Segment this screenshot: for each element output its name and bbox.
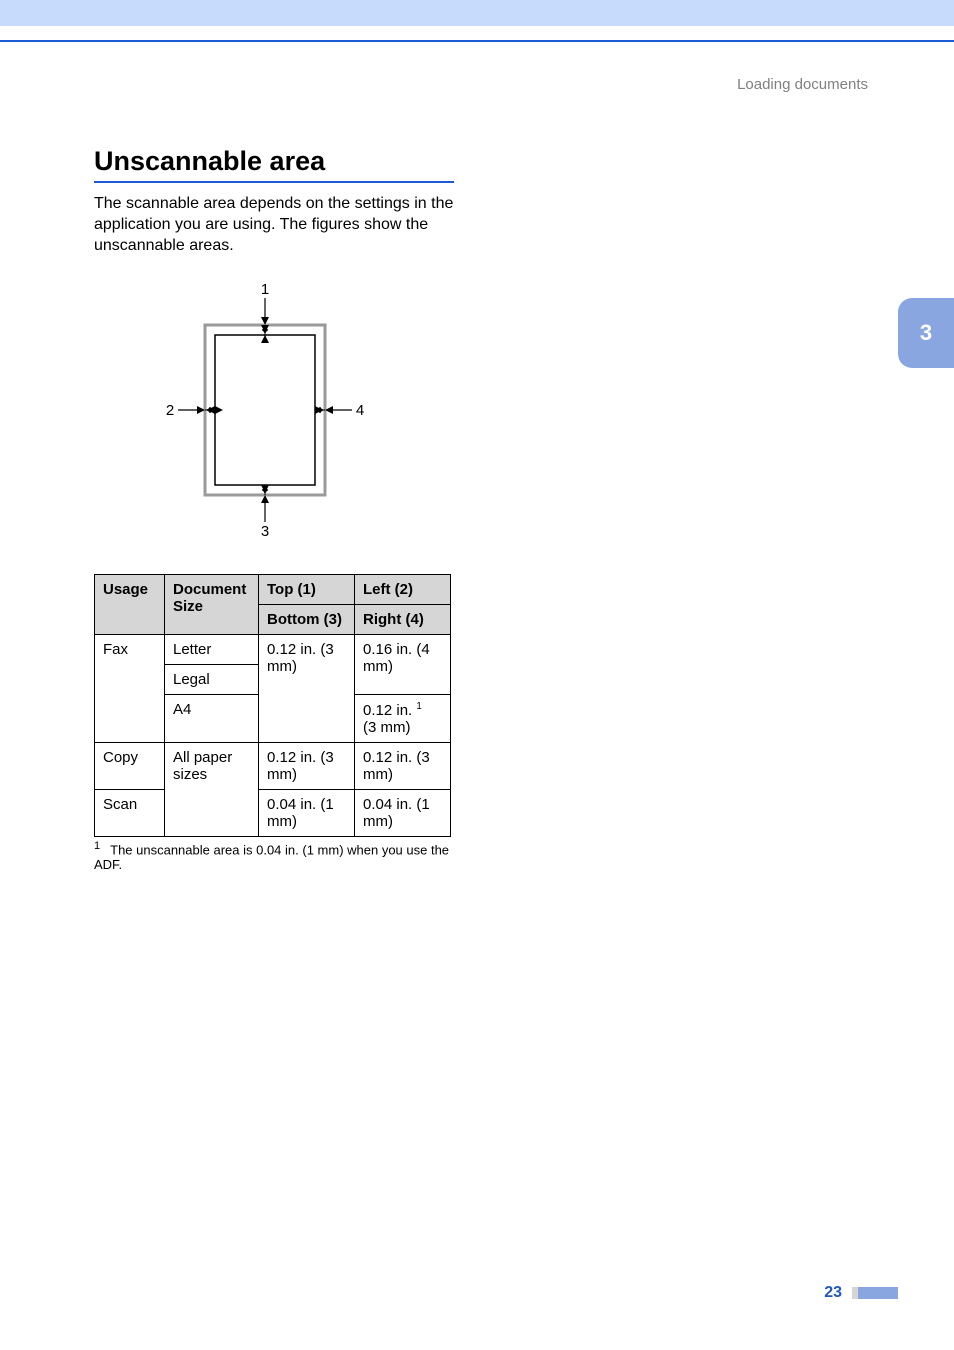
cell-doc-letter: Letter [165,635,259,665]
cell-usage-copy: Copy [95,743,165,790]
page-number: 23 [824,1284,842,1302]
th-left: Left (2) [355,575,451,605]
footnote: 1The unscannable area is 0.04 in. (1 mm)… [94,840,454,872]
th-bottom: Bottom (3) [259,605,355,635]
cell-doc-all-paper: All paper sizes [165,743,259,837]
unscannable-area-table: Usage Document Size Top (1) Left (2) Bot… [94,574,451,837]
th-usage: Usage [95,575,165,635]
cell-fax-topbottom: 0.12 in. (3 mm) [259,635,355,743]
diagram-callout-top: 1 [261,281,269,298]
section-intro-paragraph: The scannable area depends on the settin… [94,194,454,256]
th-right: Right (4) [355,605,451,635]
footnote-number: 1 [94,840,100,852]
th-doc-size: Document Size [165,575,259,635]
cell-scan-leftright: 0.04 in. (1 mm) [355,790,451,837]
cell-fax-leftright-letter-legal: 0.16 in. (4 mm) [355,635,451,695]
diagram-callout-right: 4 [356,402,364,419]
page-number-block: 23 [824,1284,898,1302]
table-row: Scan 0.04 in. (1 mm) 0.04 in. (1 mm) [95,790,451,837]
cell-usage-scan: Scan [95,790,165,837]
diagram-callout-left: 2 [166,402,174,419]
th-top: Top (1) [259,575,355,605]
footnote-ref: 1 [416,701,421,712]
table-row: Fax Letter 0.12 in. (3 mm) 0.16 in. (4 m… [95,635,451,665]
section-title: Unscannable area [94,146,325,177]
cell-scan-topbottom: 0.04 in. (1 mm) [259,790,355,837]
cell-fax-leftright-a4: 0.12 in. 1 (3 mm) [355,695,451,743]
cell-doc-a4: A4 [165,695,259,743]
unscannable-area-diagram: 1 2 4 3 [160,280,370,540]
section-title-rule [94,181,454,183]
top-rule [0,40,954,42]
footnote-text: The unscannable area is 0.04 in. (1 mm) … [94,842,449,872]
cell-copy-leftright: 0.12 in. (3 mm) [355,743,451,790]
bar-blue [858,1287,898,1299]
cell-doc-legal: Legal [165,665,259,695]
chapter-side-tab: 3 [898,298,954,368]
cell-text: (3 mm) [363,719,411,736]
top-color-band [0,0,954,26]
page-number-decoration [852,1287,898,1299]
cell-text: 0.12 in. [363,702,412,719]
diagram-callout-bottom: 3 [261,523,269,540]
cell-usage-fax: Fax [95,635,165,743]
running-header: Loading documents [737,76,868,93]
table-row: Copy All paper sizes 0.12 in. (3 mm) 0.1… [95,743,451,790]
cell-copy-topbottom: 0.12 in. (3 mm) [259,743,355,790]
